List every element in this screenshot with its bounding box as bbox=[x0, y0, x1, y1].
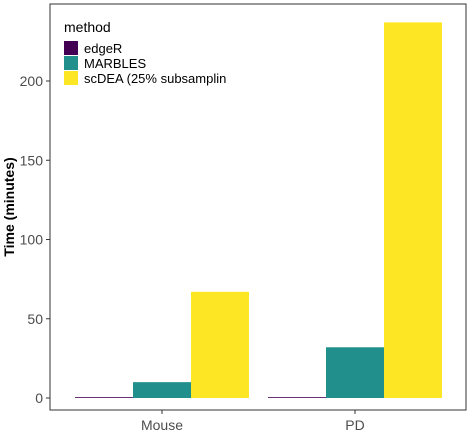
bar-mouse-marbles bbox=[133, 382, 191, 398]
panel-border bbox=[49, 3, 467, 411]
bar-pd-scdea bbox=[384, 22, 442, 398]
legend-label: MARBLES bbox=[84, 56, 146, 71]
legend-label: scDEA (25% subsamplin bbox=[84, 71, 226, 86]
x-axis: Mouse PD bbox=[141, 410, 365, 433]
y-tick-label: 200 bbox=[20, 73, 44, 89]
legend-label: edgeR bbox=[84, 41, 122, 56]
bar-mouse-scdea bbox=[191, 291, 249, 398]
bar-pd-marbles bbox=[326, 347, 384, 398]
y-axis: 0 50 100 150 200 bbox=[20, 73, 50, 406]
x-tick-label: Mouse bbox=[141, 417, 183, 433]
bar-pd-edger bbox=[268, 397, 326, 398]
y-tick-label: 150 bbox=[20, 152, 44, 168]
y-tick-label: 100 bbox=[20, 232, 44, 248]
legend-swatch bbox=[64, 71, 78, 85]
y-tick-label: 0 bbox=[35, 390, 43, 406]
bars bbox=[75, 22, 442, 398]
y-tick-label: 50 bbox=[27, 311, 43, 327]
legend-title: method bbox=[64, 19, 111, 35]
y-axis-label: Time (minutes) bbox=[1, 157, 17, 256]
bar-mouse-edger bbox=[75, 397, 133, 398]
x-tick-label: PD bbox=[345, 417, 364, 433]
legend-swatch bbox=[64, 56, 78, 70]
legend-swatch bbox=[64, 41, 78, 55]
